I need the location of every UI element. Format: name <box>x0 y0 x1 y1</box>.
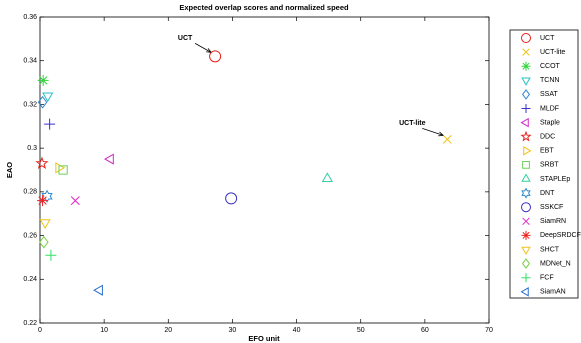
legend-marker <box>521 173 531 182</box>
point <box>104 153 114 165</box>
legend-box <box>509 29 579 299</box>
y-tick-label: 0.28 <box>23 189 37 196</box>
y-tick-label: 0.34 <box>23 58 37 65</box>
legend-label: SiamRN <box>540 218 566 225</box>
x-tick-label: 40 <box>293 327 301 334</box>
point <box>44 118 56 130</box>
legend-label: Staple <box>540 119 560 126</box>
point <box>37 74 49 86</box>
legend-marker <box>520 130 532 142</box>
legend-label: MLDF <box>540 105 559 112</box>
legend-marker <box>520 202 532 213</box>
legend-marker <box>521 61 531 71</box>
point <box>93 284 103 296</box>
y-axis-label: EAO <box>5 162 14 178</box>
point <box>39 235 49 249</box>
point <box>58 165 68 175</box>
x-tick-label: 30 <box>229 327 237 334</box>
legend-marker <box>521 104 531 113</box>
y-tick-label: 0.36 <box>23 14 37 21</box>
legend-marker <box>521 273 531 283</box>
legend-marker <box>522 217 530 226</box>
legend-label: DeepSRDCF <box>540 232 581 239</box>
legend-label: UCT-lite <box>540 49 565 56</box>
plot-frame <box>39 16 490 324</box>
x-tick-label: 50 <box>357 327 365 334</box>
legend-label: DNT <box>540 190 555 197</box>
point <box>39 219 51 229</box>
x-tick-label: 0 <box>38 327 42 334</box>
y-tick-label: 0.24 <box>23 276 37 283</box>
point <box>209 50 222 63</box>
legend-marker <box>522 258 531 269</box>
chart-title: Expected overlap scores and normalized s… <box>179 3 349 12</box>
annotation: UCT-lite <box>399 120 426 127</box>
point <box>37 195 49 207</box>
point <box>45 249 57 261</box>
point <box>321 172 333 182</box>
y-tick-label: 0.32 <box>23 101 37 108</box>
legend-label: SSKCF <box>540 204 563 211</box>
annotation-arrowhead <box>438 131 444 137</box>
annotation: UCT <box>178 35 193 42</box>
y-tick-label: 0.26 <box>23 232 37 239</box>
legend-marker <box>521 187 531 199</box>
annotation-arrowhead <box>206 48 212 53</box>
legend-marker <box>521 77 531 86</box>
point <box>55 162 66 174</box>
legend-marker <box>520 287 529 297</box>
point <box>42 92 54 103</box>
legend-marker <box>521 230 531 240</box>
x-tick-label: 70 <box>485 327 493 334</box>
legend-marker <box>521 246 531 255</box>
legend-label: SiamAN <box>540 289 566 296</box>
legend-marker <box>522 161 530 169</box>
annotation-arrow <box>422 128 444 136</box>
y-tick-label: 0.3 <box>27 145 37 152</box>
legend-marker <box>522 48 530 56</box>
legend-label: FCF <box>540 275 554 282</box>
legend-label: UCT <box>540 35 555 42</box>
legend-label: MDNet_N <box>540 260 571 267</box>
x-tick-label: 60 <box>421 327 429 334</box>
point <box>41 189 53 203</box>
legend-label: EBT <box>540 148 554 155</box>
point <box>225 192 238 205</box>
y-tick-label: 0.22 <box>23 320 37 327</box>
legend-label: SRBT <box>540 162 559 169</box>
point <box>70 196 80 206</box>
legend-label: STAPLEp <box>540 176 570 183</box>
point <box>35 156 49 170</box>
legend-label: CCOT <box>540 63 561 70</box>
legend-label: TCNN <box>540 77 559 84</box>
x-axis-label: EFO unit <box>248 334 280 343</box>
legend-marker <box>520 117 529 128</box>
legend-label: SHCT <box>540 246 560 253</box>
point <box>37 95 48 109</box>
legend-marker <box>522 89 531 100</box>
legend-marker <box>523 146 532 156</box>
legend-marker <box>520 33 532 43</box>
point <box>442 134 452 144</box>
annotation-arrow <box>194 42 212 53</box>
legend-label: DDC <box>540 134 555 141</box>
x-tick-label: 10 <box>100 327 108 334</box>
legend-label: SSAT <box>540 91 558 98</box>
x-tick-label: 20 <box>164 327 172 334</box>
